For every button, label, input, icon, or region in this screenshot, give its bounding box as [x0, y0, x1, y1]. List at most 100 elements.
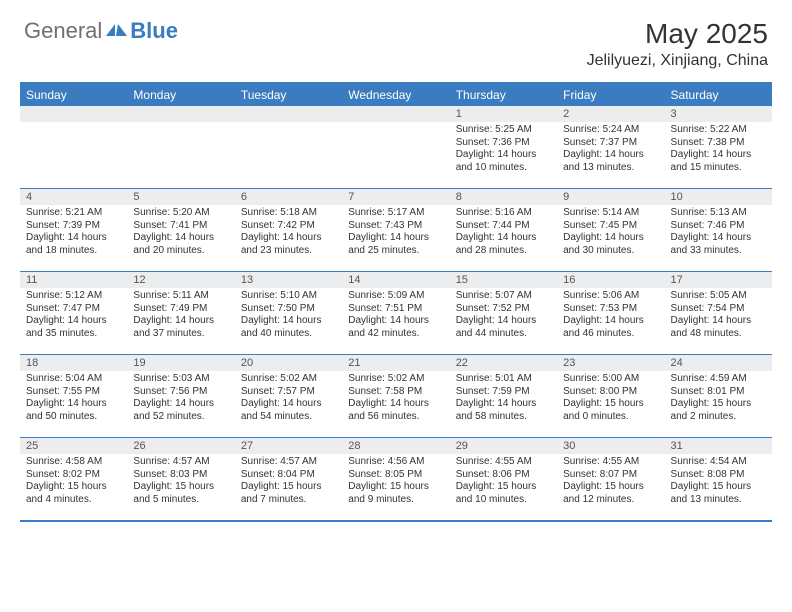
day-cell: 2Sunrise: 5:24 AMSunset: 7:37 PMDaylight… [557, 106, 664, 188]
location: Jelilyuezi, Xinjiang, China [587, 52, 768, 70]
daylight: Daylight: 14 hours and 42 minutes. [348, 315, 443, 340]
day-number: 29 [450, 438, 557, 454]
day-number: 12 [127, 272, 234, 288]
daylight: Daylight: 15 hours and 5 minutes. [133, 481, 228, 506]
brand-logo: General Blue [24, 18, 178, 44]
day-cell [342, 106, 449, 188]
day-number: 21 [342, 355, 449, 371]
day-number: 20 [235, 355, 342, 371]
sunrise: Sunrise: 5:20 AM [133, 207, 228, 220]
daylight: Daylight: 15 hours and 2 minutes. [671, 398, 766, 423]
daylight: Daylight: 14 hours and 20 minutes. [133, 232, 228, 257]
sunrise: Sunrise: 5:03 AM [133, 373, 228, 386]
sunrise: Sunrise: 5:12 AM [26, 290, 121, 303]
day-number: 8 [450, 189, 557, 205]
day-body: Sunrise: 4:59 AMSunset: 8:01 PMDaylight:… [665, 371, 772, 427]
day-cell: 5Sunrise: 5:20 AMSunset: 7:41 PMDaylight… [127, 189, 234, 271]
dh-tue: Tuesday [235, 84, 342, 106]
day-body: Sunrise: 5:20 AMSunset: 7:41 PMDaylight:… [127, 205, 234, 261]
sunrise: Sunrise: 4:56 AM [348, 456, 443, 469]
day-body: Sunrise: 5:16 AMSunset: 7:44 PMDaylight:… [450, 205, 557, 261]
day-number: 28 [342, 438, 449, 454]
day-cell: 17Sunrise: 5:05 AMSunset: 7:54 PMDayligh… [665, 272, 772, 354]
day-body: Sunrise: 5:25 AMSunset: 7:36 PMDaylight:… [450, 122, 557, 178]
daylight: Daylight: 14 hours and 54 minutes. [241, 398, 336, 423]
day-body: Sunrise: 5:00 AMSunset: 8:00 PMDaylight:… [557, 371, 664, 427]
daylight: Daylight: 14 hours and 23 minutes. [241, 232, 336, 257]
dh-mon: Monday [127, 84, 234, 106]
sunset: Sunset: 7:42 PM [241, 220, 336, 233]
day-number: 27 [235, 438, 342, 454]
day-number: 19 [127, 355, 234, 371]
day-cell: 20Sunrise: 5:02 AMSunset: 7:57 PMDayligh… [235, 355, 342, 437]
day-number: 14 [342, 272, 449, 288]
sunrise: Sunrise: 5:01 AM [456, 373, 551, 386]
sunset: Sunset: 7:51 PM [348, 303, 443, 316]
day-cell: 26Sunrise: 4:57 AMSunset: 8:03 PMDayligh… [127, 438, 234, 520]
sunrise: Sunrise: 5:07 AM [456, 290, 551, 303]
week-row: 11Sunrise: 5:12 AMSunset: 7:47 PMDayligh… [20, 272, 772, 355]
daylight: Daylight: 15 hours and 9 minutes. [348, 481, 443, 506]
day-body: Sunrise: 4:56 AMSunset: 8:05 PMDaylight:… [342, 454, 449, 510]
day-number: 15 [450, 272, 557, 288]
sunrise: Sunrise: 5:13 AM [671, 207, 766, 220]
day-body: Sunrise: 5:07 AMSunset: 7:52 PMDaylight:… [450, 288, 557, 344]
sunset: Sunset: 7:39 PM [26, 220, 121, 233]
sunset: Sunset: 7:49 PM [133, 303, 228, 316]
day-cell: 24Sunrise: 4:59 AMSunset: 8:01 PMDayligh… [665, 355, 772, 437]
day-cell [20, 106, 127, 188]
sunset: Sunset: 7:37 PM [563, 137, 658, 150]
sunset: Sunset: 7:47 PM [26, 303, 121, 316]
day-body: Sunrise: 4:54 AMSunset: 8:08 PMDaylight:… [665, 454, 772, 510]
day-cell: 14Sunrise: 5:09 AMSunset: 7:51 PMDayligh… [342, 272, 449, 354]
day-cell: 25Sunrise: 4:58 AMSunset: 8:02 PMDayligh… [20, 438, 127, 520]
dh-sat: Saturday [665, 84, 772, 106]
sunset: Sunset: 8:07 PM [563, 469, 658, 482]
day-cell: 29Sunrise: 4:55 AMSunset: 8:06 PMDayligh… [450, 438, 557, 520]
daylight: Daylight: 14 hours and 40 minutes. [241, 315, 336, 340]
day-body: Sunrise: 5:06 AMSunset: 7:53 PMDaylight:… [557, 288, 664, 344]
week-row: 18Sunrise: 5:04 AMSunset: 7:55 PMDayligh… [20, 355, 772, 438]
day-body: Sunrise: 5:03 AMSunset: 7:56 PMDaylight:… [127, 371, 234, 427]
sunset: Sunset: 7:59 PM [456, 386, 551, 399]
daylight: Daylight: 14 hours and 48 minutes. [671, 315, 766, 340]
sunrise: Sunrise: 5:25 AM [456, 124, 551, 137]
day-number: 1 [450, 106, 557, 122]
day-cell: 13Sunrise: 5:10 AMSunset: 7:50 PMDayligh… [235, 272, 342, 354]
day-cell: 8Sunrise: 5:16 AMSunset: 7:44 PMDaylight… [450, 189, 557, 271]
day-body: Sunrise: 5:10 AMSunset: 7:50 PMDaylight:… [235, 288, 342, 344]
day-number [20, 106, 127, 122]
day-cell: 6Sunrise: 5:18 AMSunset: 7:42 PMDaylight… [235, 189, 342, 271]
day-cell [235, 106, 342, 188]
sunset: Sunset: 7:54 PM [671, 303, 766, 316]
daylight: Daylight: 14 hours and 25 minutes. [348, 232, 443, 257]
daylight: Daylight: 15 hours and 12 minutes. [563, 481, 658, 506]
day-body: Sunrise: 5:04 AMSunset: 7:55 PMDaylight:… [20, 371, 127, 427]
day-number: 26 [127, 438, 234, 454]
day-cell: 11Sunrise: 5:12 AMSunset: 7:47 PMDayligh… [20, 272, 127, 354]
month-title: May 2025 [587, 18, 768, 50]
sunset: Sunset: 7:52 PM [456, 303, 551, 316]
sunrise: Sunrise: 5:14 AM [563, 207, 658, 220]
daylight: Daylight: 14 hours and 52 minutes. [133, 398, 228, 423]
sunrise: Sunrise: 4:57 AM [133, 456, 228, 469]
calendar: Sunday Monday Tuesday Wednesday Thursday… [20, 82, 772, 522]
day-cell: 22Sunrise: 5:01 AMSunset: 7:59 PMDayligh… [450, 355, 557, 437]
day-number: 2 [557, 106, 664, 122]
day-body: Sunrise: 4:55 AMSunset: 8:06 PMDaylight:… [450, 454, 557, 510]
sunrise: Sunrise: 5:17 AM [348, 207, 443, 220]
title-block: May 2025 Jelilyuezi, Xinjiang, China [587, 18, 768, 70]
sunset: Sunset: 7:50 PM [241, 303, 336, 316]
day-body: Sunrise: 4:58 AMSunset: 8:02 PMDaylight:… [20, 454, 127, 510]
day-body [127, 122, 234, 128]
day-body: Sunrise: 5:21 AMSunset: 7:39 PMDaylight:… [20, 205, 127, 261]
dh-fri: Friday [557, 84, 664, 106]
day-body: Sunrise: 5:17 AMSunset: 7:43 PMDaylight:… [342, 205, 449, 261]
sunset: Sunset: 7:53 PM [563, 303, 658, 316]
sunrise: Sunrise: 4:58 AM [26, 456, 121, 469]
flag-icon [106, 20, 128, 43]
sunset: Sunset: 8:04 PM [241, 469, 336, 482]
day-body: Sunrise: 5:22 AMSunset: 7:38 PMDaylight:… [665, 122, 772, 178]
sunset: Sunset: 7:43 PM [348, 220, 443, 233]
day-number: 5 [127, 189, 234, 205]
